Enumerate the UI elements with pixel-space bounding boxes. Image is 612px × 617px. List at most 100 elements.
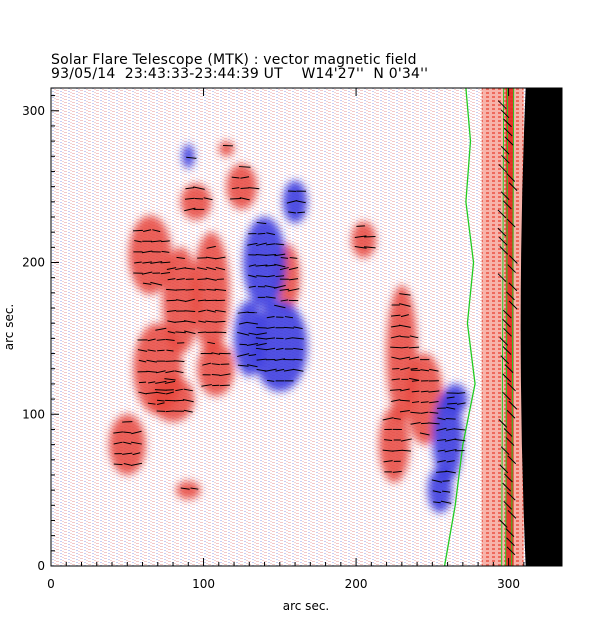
- field-vector-178: [411, 401, 420, 404]
- field-vector-122: [184, 197, 195, 200]
- field-vector-347: [499, 464, 509, 474]
- field-vector-306: [297, 211, 306, 214]
- field-vector-288: [293, 326, 303, 330]
- chart-subtitle: 93/05/14 23:43:33-23:44:39 UT W14'27'' N…: [51, 66, 428, 82]
- field-vector-345: [502, 482, 512, 492]
- field-vector-114: [279, 267, 289, 271]
- field-vector-309: [436, 471, 447, 473]
- field-vector-302: [256, 332, 267, 336]
- field-vector-55: [147, 349, 156, 352]
- positive-region-14: [218, 141, 235, 157]
- field-vector-325: [454, 438, 466, 442]
- field-vector-3: [134, 240, 142, 243]
- field-vector-81: [207, 341, 216, 345]
- field-vector-30: [174, 320, 187, 323]
- field-vector-262: [266, 379, 275, 382]
- field-vector-66: [164, 380, 176, 384]
- field-vector-363: [502, 318, 511, 328]
- field-vector-312: [436, 439, 447, 442]
- field-vector-296: [248, 354, 257, 357]
- field-vector-202: [392, 470, 402, 473]
- field-vector-281: [285, 337, 293, 340]
- field-vector-211: [354, 235, 367, 238]
- field-vector-243: [257, 232, 266, 235]
- field-vector-357: [502, 373, 512, 383]
- field-vector-90: [206, 245, 216, 249]
- field-vector-285: [293, 358, 303, 361]
- field-vector-185: [420, 401, 429, 403]
- field-vector-168: [400, 314, 409, 318]
- field-vector-287: [292, 337, 304, 340]
- field-vector-105: [211, 363, 220, 366]
- positive-region-7: [226, 163, 257, 210]
- field-vector-106: [211, 352, 221, 355]
- field-vector-127: [203, 197, 213, 201]
- field-vector-155: [390, 335, 401, 339]
- field-vector-56: [147, 338, 156, 342]
- field-vector-26: [167, 278, 176, 281]
- field-vector-97: [215, 266, 226, 271]
- field-vector-144: [174, 399, 185, 402]
- field-vector-163: [400, 367, 410, 371]
- field-vector-137: [156, 399, 165, 402]
- field-vector-267: [266, 326, 275, 329]
- field-vector-204: [391, 449, 403, 452]
- field-vector-253: [275, 275, 285, 278]
- field-vector-188: [420, 369, 430, 372]
- field-vector-372: [498, 236, 508, 246]
- field-vector-311: [437, 449, 446, 452]
- field-vector-313: [436, 427, 447, 432]
- x-tick-label-0: 0: [47, 577, 55, 591]
- field-vector-19: [161, 250, 170, 253]
- field-vector-362: [503, 327, 512, 337]
- field-vector-167: [398, 324, 411, 328]
- field-vector-291: [239, 343, 247, 346]
- field-vector-210: [354, 245, 367, 249]
- field-vector-224: [123, 441, 132, 445]
- field-vector-63: [156, 338, 165, 341]
- field-vector-92: [215, 320, 226, 323]
- field-vector-365: [508, 300, 518, 310]
- field-vector-186: [420, 390, 429, 393]
- negative-region-2: [234, 300, 265, 377]
- field-vector-190: [428, 422, 440, 425]
- field-vector-16: [152, 229, 161, 233]
- field-vector-378: [508, 182, 518, 191]
- field-vector-160: [399, 399, 410, 402]
- field-vector-382: [500, 145, 510, 155]
- field-vector-65: [165, 391, 175, 395]
- field-vector-148: [183, 388, 193, 392]
- field-vector-17: [160, 272, 171, 275]
- field-vector-70: [165, 338, 175, 341]
- plot-area: [51, 88, 562, 566]
- field-vector-356: [507, 382, 516, 392]
- field-vector-353: [506, 409, 516, 419]
- field-vector-260: [255, 337, 268, 340]
- field-vector-111: [280, 299, 289, 302]
- field-vector-182: [419, 432, 430, 436]
- field-vector-207: [393, 417, 401, 420]
- field-vector-199: [384, 439, 393, 442]
- field-vector-112: [279, 288, 290, 291]
- field-vector-195: [429, 368, 439, 372]
- y-tick-label-2: 200: [22, 256, 45, 270]
- field-vector-93: [214, 309, 226, 313]
- field-vector-282: [283, 326, 295, 329]
- field-vector-184: [420, 411, 429, 414]
- field-vector-371: [499, 246, 509, 255]
- field-vector-301: [256, 342, 267, 346]
- field-vector-40: [184, 298, 195, 303]
- field-vector-41: [185, 289, 195, 291]
- field-vector-368: [497, 273, 507, 283]
- field-vector-229: [130, 441, 142, 445]
- field-vector-75: [198, 309, 206, 313]
- positive-region-0: [128, 215, 172, 295]
- field-vector-332: [442, 480, 450, 482]
- field-vector-383: [504, 136, 514, 146]
- field-vector-335: [457, 402, 466, 405]
- field-vector-32: [175, 299, 186, 302]
- field-vector-180: [411, 379, 420, 382]
- field-vector-191: [429, 411, 439, 414]
- field-vector-377: [500, 191, 510, 201]
- field-vector-255: [274, 253, 286, 257]
